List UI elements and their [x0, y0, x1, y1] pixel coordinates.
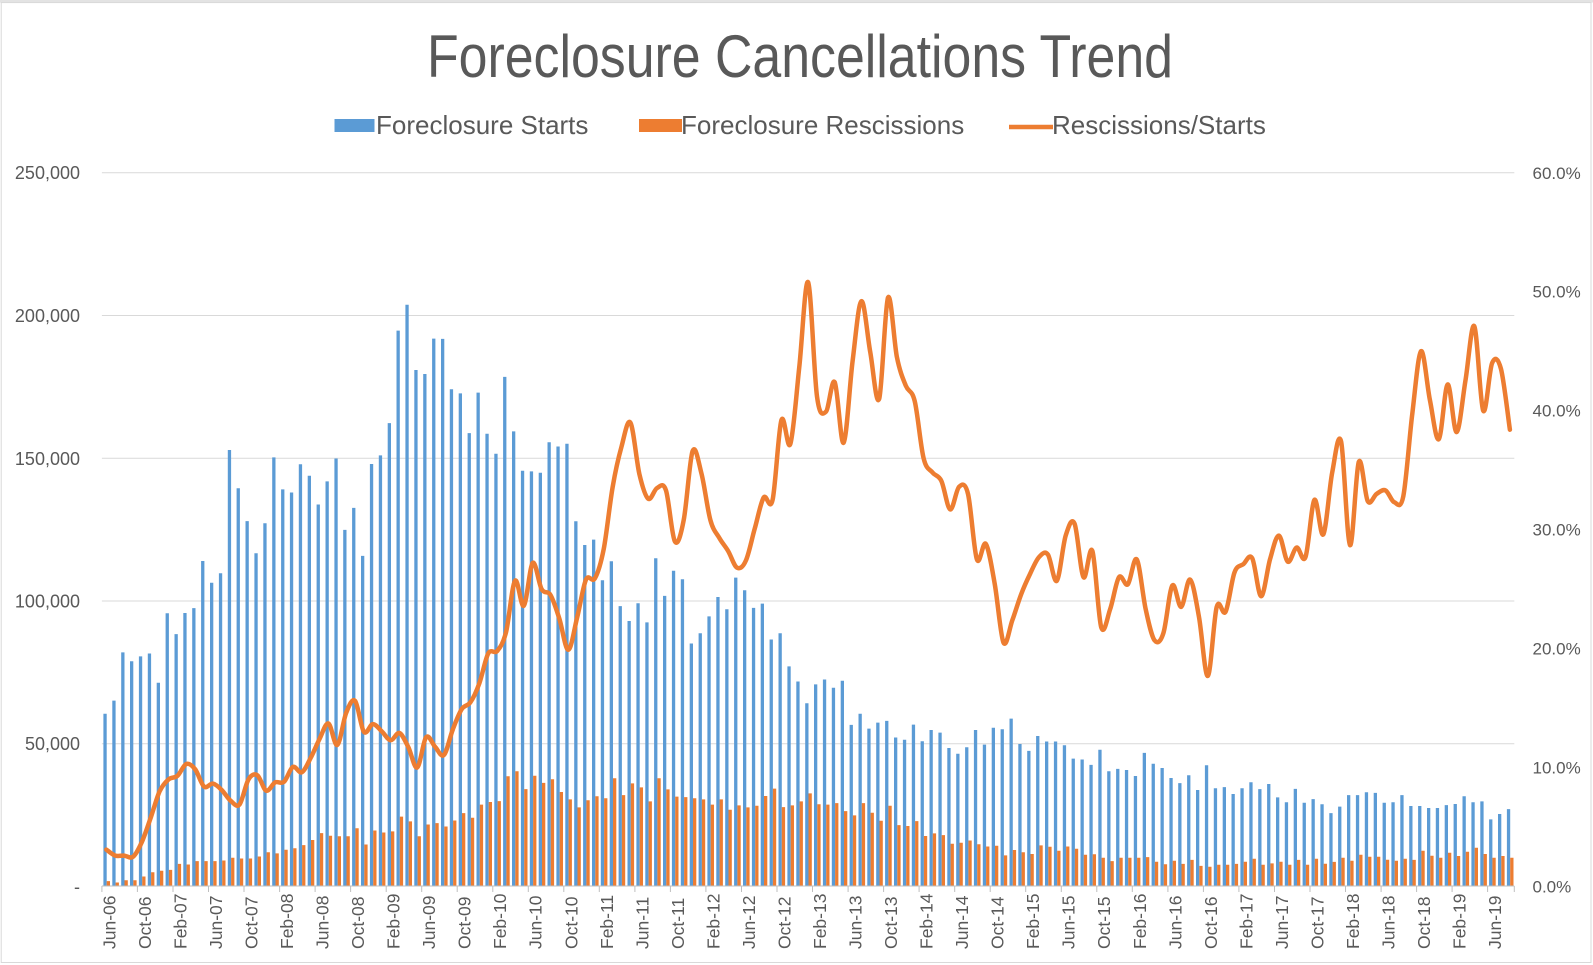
svg-text:Oct-07: Oct-07: [242, 896, 262, 949]
svg-text:Feb-13: Feb-13: [810, 894, 830, 949]
svg-text:Feb-09: Feb-09: [384, 894, 404, 949]
svg-text:10.0%: 10.0%: [1533, 759, 1581, 778]
svg-text:Jun-15: Jun-15: [1059, 895, 1079, 949]
svg-text:Oct-14: Oct-14: [988, 896, 1008, 949]
svg-text:Oct-08: Oct-08: [348, 896, 368, 949]
svg-text:200,000: 200,000: [15, 306, 80, 326]
svg-text:Jun-18: Jun-18: [1379, 895, 1399, 949]
svg-text:Jun-16: Jun-16: [1165, 895, 1185, 949]
svg-text:Jun-11: Jun-11: [632, 897, 652, 949]
svg-text:Feb-15: Feb-15: [1023, 894, 1043, 949]
svg-text:Feb-11: Feb-11: [597, 895, 617, 949]
svg-text:Oct-12: Oct-12: [774, 896, 794, 949]
svg-text:Jun-06: Jun-06: [99, 895, 119, 949]
svg-text:20.0%: 20.0%: [1533, 640, 1581, 659]
svg-text:Feb-19: Feb-19: [1450, 894, 1470, 949]
svg-text:250,000: 250,000: [15, 163, 80, 183]
svg-text:Oct-18: Oct-18: [1414, 896, 1434, 949]
svg-text:Oct-17: Oct-17: [1307, 896, 1327, 949]
svg-text:50,000: 50,000: [25, 734, 80, 754]
svg-text:Feb-16: Feb-16: [1130, 894, 1150, 949]
svg-text:Jun-09: Jun-09: [419, 895, 439, 949]
svg-text:Foreclosure Rescissions: Foreclosure Rescissions: [681, 110, 964, 140]
svg-text:Jun-10: Jun-10: [526, 895, 546, 949]
svg-text:Foreclosure Starts: Foreclosure Starts: [376, 110, 588, 140]
svg-text:Oct-16: Oct-16: [1201, 896, 1221, 949]
svg-text:Jun-08: Jun-08: [313, 895, 333, 949]
svg-text:100,000: 100,000: [15, 592, 80, 612]
svg-text:Oct-09: Oct-09: [455, 896, 475, 949]
svg-text:Oct-15: Oct-15: [1094, 896, 1114, 949]
svg-text:Rescissions/Starts: Rescissions/Starts: [1052, 110, 1266, 140]
svg-text:Jun-12: Jun-12: [739, 895, 759, 949]
svg-text:Feb-08: Feb-08: [277, 894, 297, 949]
svg-text:0.0%: 0.0%: [1533, 878, 1572, 897]
svg-text:Feb-18: Feb-18: [1343, 894, 1363, 949]
svg-text:Oct-10: Oct-10: [561, 896, 581, 949]
svg-text:Feb-07: Feb-07: [170, 894, 190, 949]
svg-text:Oct-11: Oct-11: [668, 898, 688, 949]
svg-text:30.0%: 30.0%: [1533, 521, 1581, 540]
svg-text:150,000: 150,000: [15, 449, 80, 469]
svg-text:Jun-14: Jun-14: [952, 895, 972, 949]
svg-text:Jun-13: Jun-13: [846, 895, 866, 949]
svg-text:Oct-13: Oct-13: [881, 896, 901, 949]
svg-text:Feb-12: Feb-12: [703, 894, 723, 949]
svg-text:40.0%: 40.0%: [1533, 402, 1581, 421]
svg-text:Jun-19: Jun-19: [1485, 895, 1505, 949]
svg-text:50.0%: 50.0%: [1533, 283, 1581, 302]
svg-text:60.0%: 60.0%: [1533, 164, 1581, 183]
svg-text:Feb-14: Feb-14: [917, 893, 937, 949]
svg-text:Feb-10: Feb-10: [490, 893, 510, 949]
svg-text:Oct-06: Oct-06: [135, 896, 155, 949]
svg-text:Jun-17: Jun-17: [1272, 895, 1292, 949]
svg-text:Foreclosure Cancellations Tren: Foreclosure Cancellations Trend: [427, 23, 1173, 90]
svg-text:Jun-07: Jun-07: [206, 895, 226, 949]
svg-text:Feb-17: Feb-17: [1236, 894, 1256, 949]
svg-text:-: -: [74, 877, 80, 897]
